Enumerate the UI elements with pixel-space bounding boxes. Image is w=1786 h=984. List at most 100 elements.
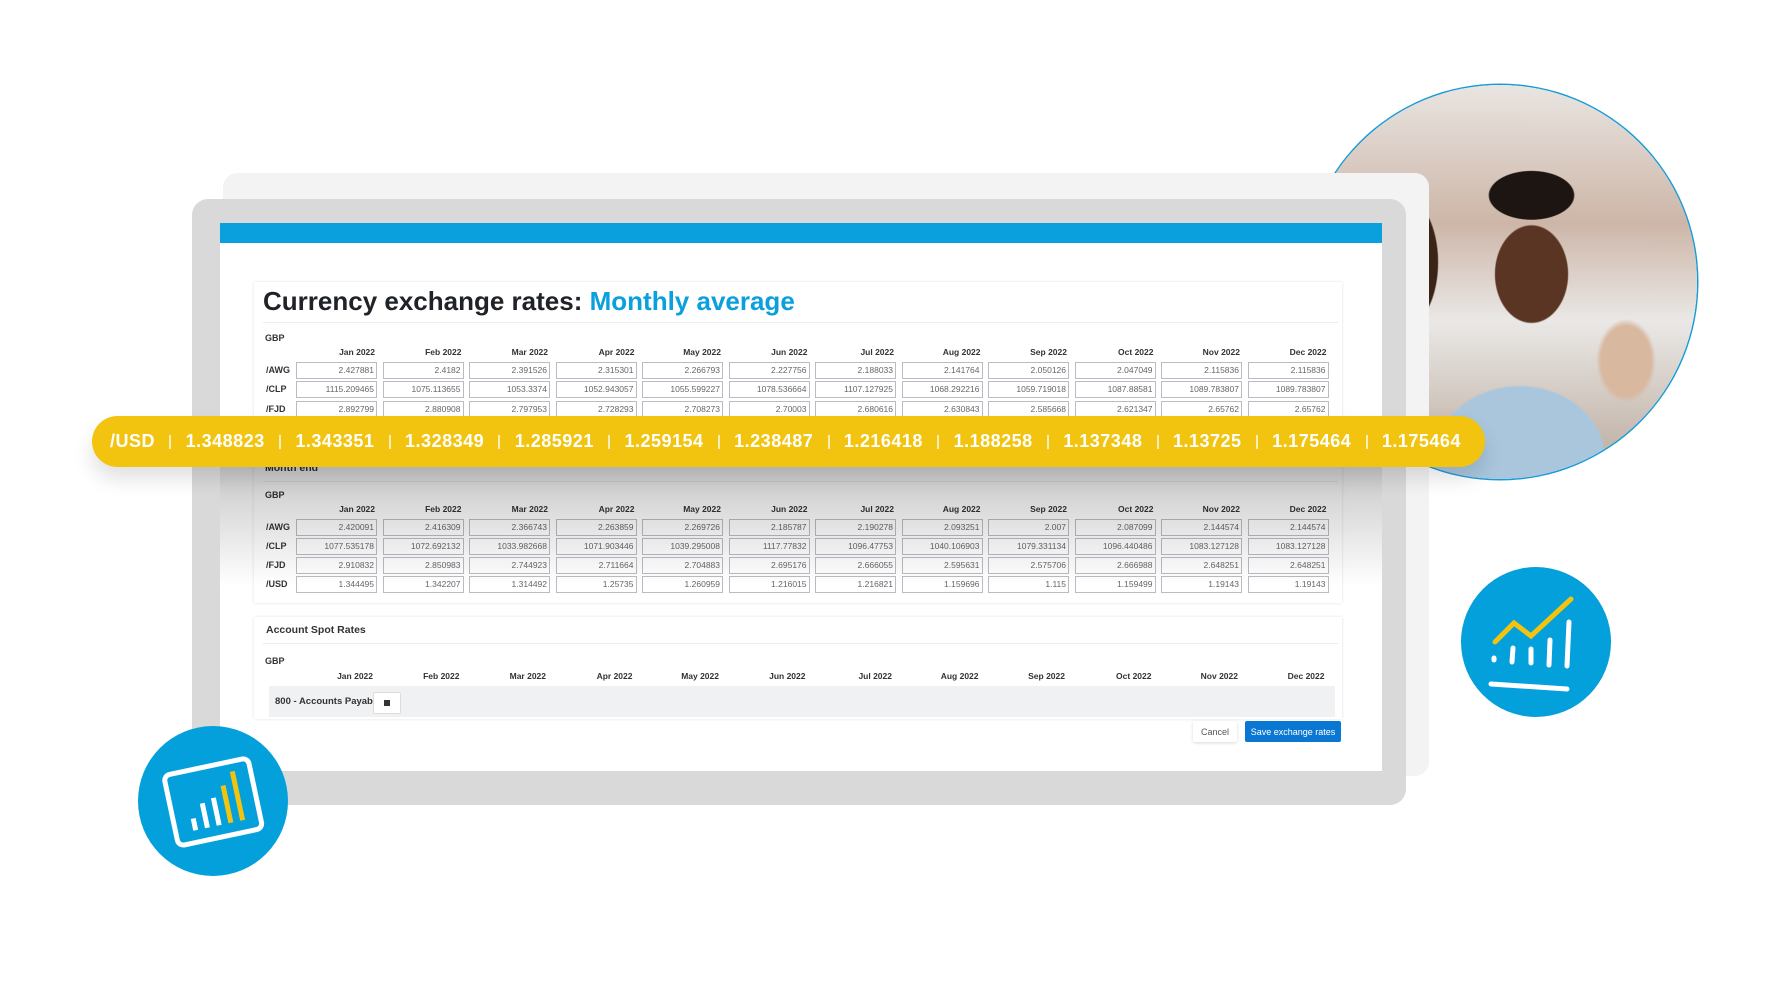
rate-input[interactable]: 1053.3374 [469, 381, 550, 398]
rate-input[interactable]: 1083.127128 [1247, 538, 1329, 555]
rate-input[interactable]: 1075.113655 [382, 381, 464, 398]
rate-input[interactable]: 1.115 [988, 576, 1069, 593]
rate-input[interactable]: 1107.127925 [815, 381, 896, 398]
rate-input[interactable]: 1.260959 [642, 576, 723, 593]
rate-input[interactable]: 2.269726 [642, 519, 723, 536]
rate-input[interactable]: 1087.88581 [1074, 381, 1156, 398]
rate-input[interactable]: 1059.719018 [988, 381, 1069, 398]
rate-input[interactable]: 2.797953 [469, 401, 550, 418]
usd-label: /USD [110, 431, 156, 451]
rate-input[interactable]: 1115.209465 [296, 381, 377, 398]
rate-input[interactable]: 1.19143 [1161, 576, 1242, 593]
rate-input[interactable]: 1.159696 [901, 576, 983, 593]
rate-input[interactable]: 2.144574 [1161, 519, 1242, 536]
rate-input[interactable]: 2.366743 [469, 519, 550, 536]
month-header: Apr 2022 [596, 671, 633, 681]
rate-input[interactable]: 2.050126 [988, 362, 1069, 379]
rate-input[interactable]: 2.416309 [382, 519, 464, 536]
rate-input[interactable]: 1089.783807 [1161, 381, 1242, 398]
rate-input[interactable]: 2.4182 [382, 362, 464, 379]
rate-input[interactable]: 1040.106903 [901, 538, 983, 555]
month-header: May 2022 [681, 671, 719, 681]
rate-input[interactable]: 1096.440486 [1074, 538, 1156, 555]
separator [717, 434, 720, 449]
currency-pair-label: /FJD [266, 560, 286, 570]
account-toggle[interactable] [373, 692, 401, 714]
month-header: Feb 2022 [425, 347, 462, 357]
rate-input[interactable]: 2.850983 [382, 557, 464, 574]
rate-input[interactable]: 2.427881 [296, 362, 377, 379]
rate-input[interactable]: 2.648251 [1247, 557, 1329, 574]
rate-input[interactable]: 1.25735 [555, 576, 637, 593]
rate-input[interactable]: 2.185787 [728, 519, 810, 536]
rate-input[interactable]: 2.391526 [469, 362, 550, 379]
rate-input[interactable]: 1.216015 [728, 576, 810, 593]
rate-input[interactable]: 2.704883 [642, 557, 723, 574]
rate-input[interactable]: 1072.692132 [382, 538, 464, 555]
rate-input[interactable]: 2.315301 [555, 362, 637, 379]
rate-input[interactable]: 2.190278 [815, 519, 896, 536]
month-header: Apr 2022 [598, 347, 635, 357]
rate-input[interactable]: 2.648251 [1161, 557, 1242, 574]
cancel-button[interactable]: Cancel [1193, 721, 1237, 742]
app-top-bar [220, 223, 1382, 243]
rate-input[interactable]: 2.65762 [1247, 401, 1329, 418]
rate-input[interactable]: 1052.943057 [555, 381, 637, 398]
rate-input[interactable]: 1.344495 [296, 576, 377, 593]
save-exchange-rates-button[interactable]: Save exchange rates [1245, 721, 1341, 742]
rate-input[interactable]: 2.266793 [642, 362, 723, 379]
rate-input[interactable]: 1117.77832 [728, 538, 810, 555]
rate-input[interactable]: 1078.536664 [728, 381, 810, 398]
rate-input[interactable]: 2.007 [988, 519, 1069, 536]
month-header: Mar 2022 [511, 347, 548, 357]
rate-input[interactable]: 1.342207 [382, 576, 464, 593]
rate-input[interactable]: 1089.783807 [1247, 381, 1329, 398]
rate-input[interactable]: 2.575706 [988, 557, 1069, 574]
usd-rate-value: 1.13725 [1172, 431, 1242, 451]
rate-input[interactable]: 1068.292216 [901, 381, 983, 398]
rate-input[interactable]: 2.263859 [555, 519, 637, 536]
rate-input[interactable]: 2.188033 [815, 362, 896, 379]
rate-input[interactable]: 2.144574 [1247, 519, 1329, 536]
month-header: Aug 2022 [942, 347, 981, 357]
rate-input[interactable]: 1039.295008 [642, 538, 723, 555]
rate-input[interactable]: 1.19143 [1247, 576, 1329, 593]
rate-input[interactable]: 1.314492 [469, 576, 550, 593]
month-header: May 2022 [683, 347, 721, 357]
rate-input[interactable]: 2.115836 [1161, 362, 1242, 379]
rate-input[interactable]: 2.910832 [296, 557, 377, 574]
rate-input[interactable]: 2.093251 [901, 519, 983, 536]
rate-input[interactable]: 2.227756 [728, 362, 810, 379]
usd-rate-value: 1.216418 [843, 431, 923, 451]
page-title-highlight: Monthly average [589, 286, 795, 316]
rate-input[interactable]: 1.159499 [1074, 576, 1156, 593]
rate-input[interactable]: 2.420091 [296, 519, 377, 536]
rate-input[interactable]: 1077.535178 [296, 538, 377, 555]
usd-rate-value: 1.137348 [1063, 431, 1143, 451]
currency-pair-label: /USD [266, 579, 288, 589]
rate-input[interactable]: 1096.47753 [815, 538, 896, 555]
rate-input[interactable]: 2.087099 [1074, 519, 1156, 536]
rate-input[interactable]: 1083.127128 [1161, 538, 1242, 555]
rate-input[interactable]: 1055.599227 [642, 381, 723, 398]
month-header: Oct 2022 [1116, 671, 1152, 681]
rate-input[interactable]: 2.115836 [1247, 362, 1329, 379]
rate-input[interactable]: 1079.331134 [988, 538, 1069, 555]
month-header: Jul 2022 [860, 347, 894, 357]
separator [1156, 434, 1159, 449]
rate-input[interactable]: 1071.903446 [555, 538, 637, 555]
rate-input[interactable]: 2.666988 [1074, 557, 1156, 574]
rate-input[interactable]: 2.595631 [901, 557, 983, 574]
month-header: Sep 2022 [1030, 504, 1067, 514]
rate-input[interactable]: 2.047049 [1074, 362, 1156, 379]
rate-input[interactable]: 2.695176 [728, 557, 810, 574]
rate-input[interactable]: 2.744923 [469, 557, 550, 574]
rate-input[interactable]: 2.666055 [815, 557, 896, 574]
rate-input[interactable]: 1.216821 [815, 576, 896, 593]
currency-pair-label: /CLP [266, 541, 287, 551]
separator [1046, 434, 1049, 449]
rate-input[interactable]: 2.711664 [555, 557, 637, 574]
rate-input[interactable]: 2.141764 [901, 362, 983, 379]
month-header: Jun 2022 [771, 504, 808, 514]
rate-input[interactable]: 1033.982668 [469, 538, 550, 555]
